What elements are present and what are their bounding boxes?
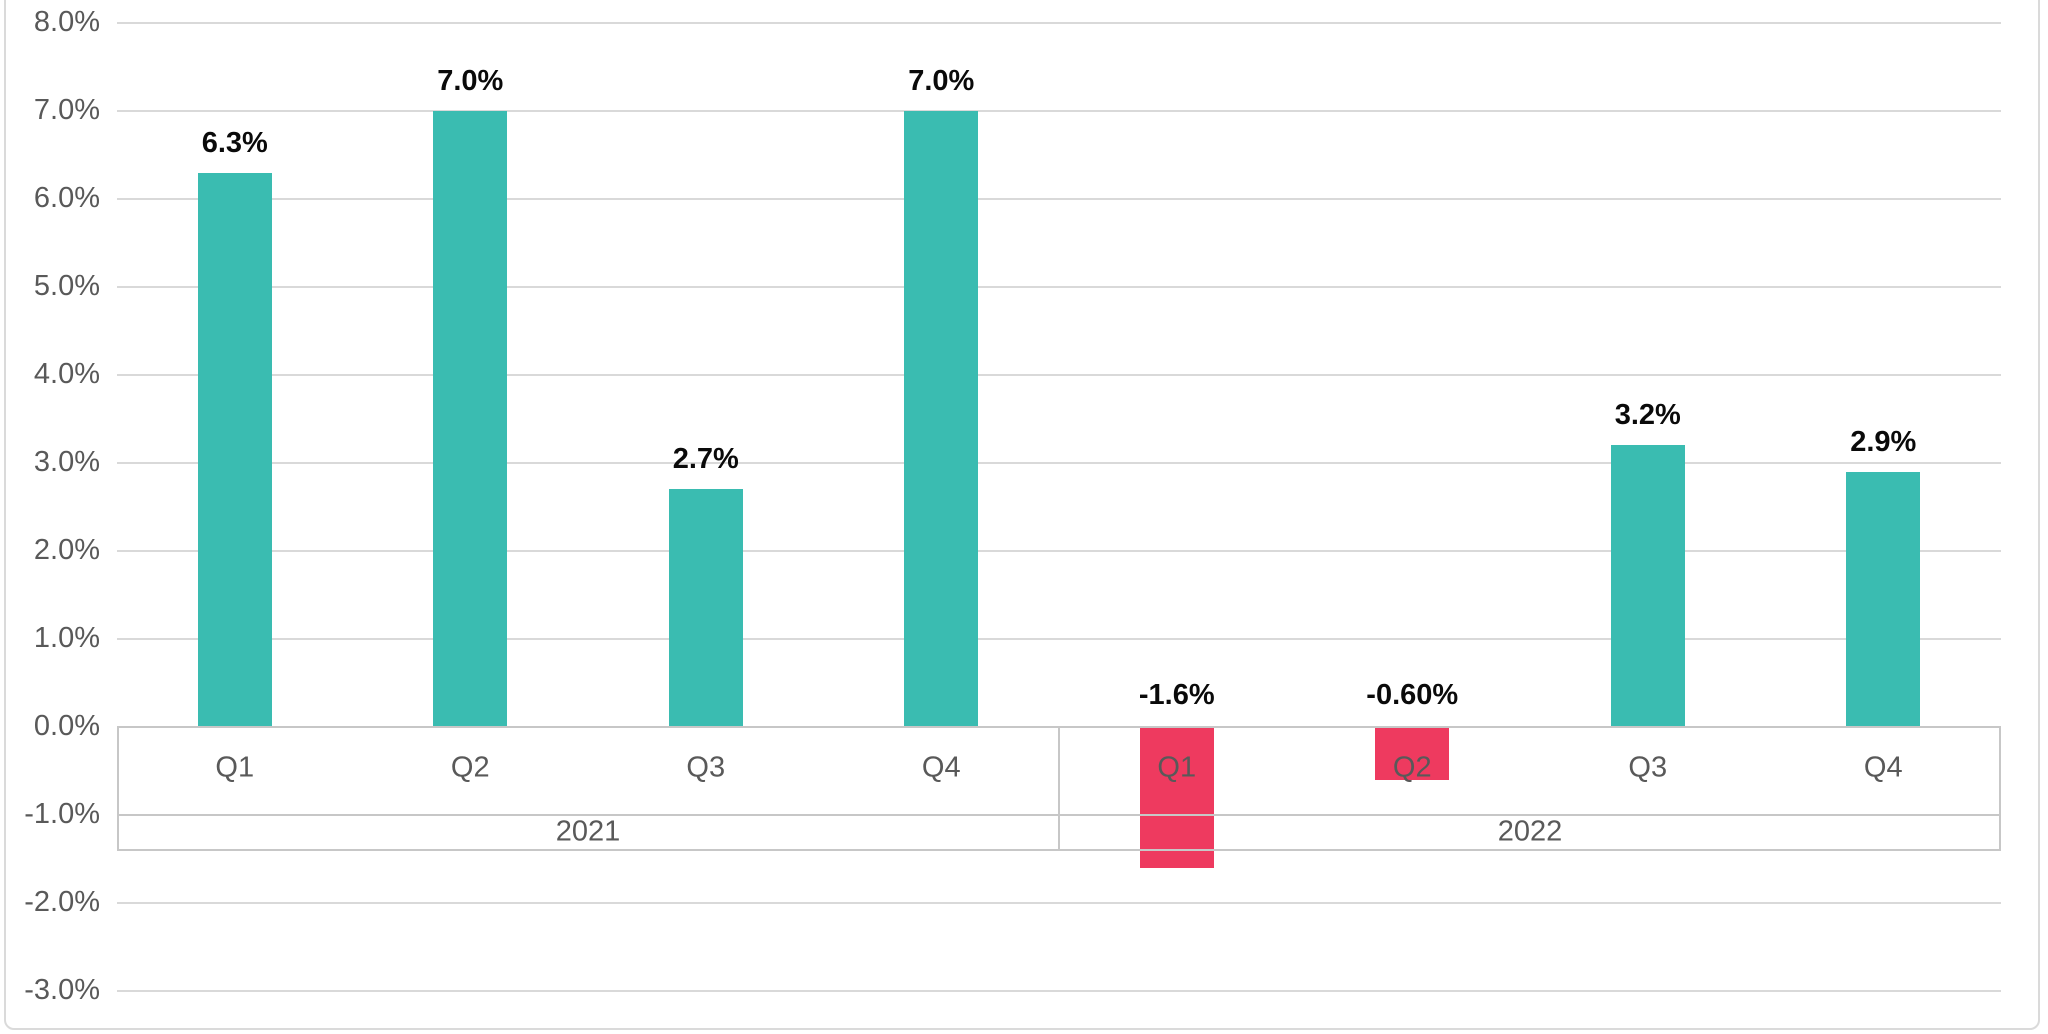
y-gridline <box>117 462 2001 464</box>
y-gridline <box>117 638 2001 640</box>
bar-value-label: 2.9% <box>1850 425 1917 458</box>
y-gridline <box>117 902 2001 904</box>
y-gridline <box>117 110 2001 112</box>
bar-value-label: -1.6% <box>1138 679 1215 711</box>
bar-2021-q4 <box>904 111 979 727</box>
y-axis-tick-label: -1.0% <box>24 797 100 830</box>
y-axis-tick-label: 0.0% <box>33 709 100 742</box>
y-axis-tick-label: 5.0% <box>33 269 100 302</box>
bar-2022-q4 <box>1846 471 1921 727</box>
category-divider <box>117 727 119 850</box>
category-label-2021-q1: Q1 <box>215 751 255 784</box>
y-axis-tick-label: 4.0% <box>33 357 100 390</box>
y-axis-tick-label: 2.0% <box>33 533 100 566</box>
y-axis-tick-label: -3.0% <box>24 973 100 1006</box>
bar-value-label: 6.3% <box>201 126 268 159</box>
y-axis-tick-label: 8.0% <box>33 5 100 38</box>
y-axis-tick-label: 3.0% <box>33 445 100 478</box>
bar-2022-q1 <box>1139 727 1214 868</box>
year-label-2022: 2022 <box>1497 815 1563 848</box>
bar-value-label: 2.7% <box>672 443 739 476</box>
bar-value-label: 3.2% <box>1614 399 1681 432</box>
y-axis-tick-label: 1.0% <box>33 621 100 654</box>
year-label-2021: 2021 <box>555 815 621 848</box>
y-axis-tick-label: 7.0% <box>33 93 100 126</box>
bar-2021-q2 <box>433 111 508 727</box>
y-axis-tick-label: 6.0% <box>33 181 100 214</box>
chart-frame <box>4 0 2040 1030</box>
bar-value-label: -0.60% <box>1366 679 1459 711</box>
category-bottom-line <box>117 849 2001 851</box>
y-gridline <box>117 22 2001 24</box>
category-label-2021-q4: Q4 <box>921 751 961 784</box>
bar-2021-q3 <box>668 489 743 727</box>
y-gridline <box>117 374 2001 376</box>
y-gridline <box>117 990 2001 992</box>
bar-2022-q3 <box>1610 445 1685 727</box>
y-gridline <box>117 550 2001 552</box>
category-label-2022-q3: Q3 <box>1628 751 1668 784</box>
category-label-2021-q3: Q3 <box>686 751 726 784</box>
y-gridline <box>117 198 2001 200</box>
category-divider <box>1999 727 2001 850</box>
bar-2022-q2 <box>1375 727 1450 780</box>
category-divider <box>1058 727 1060 850</box>
category-label-2022-q2: Q2 <box>1392 751 1432 784</box>
y-axis-tick-label: -2.0% <box>24 885 100 918</box>
category-label-2021-q2: Q2 <box>450 751 490 784</box>
category-label-2022-q1: Q1 <box>1157 751 1197 784</box>
y-gridline <box>117 286 2001 288</box>
bar-value-label: 7.0% <box>908 65 975 97</box>
bar-2021-q1 <box>197 172 272 727</box>
bar-value-label: 7.0% <box>437 65 504 97</box>
category-label-2022-q4: Q4 <box>1863 751 1903 784</box>
